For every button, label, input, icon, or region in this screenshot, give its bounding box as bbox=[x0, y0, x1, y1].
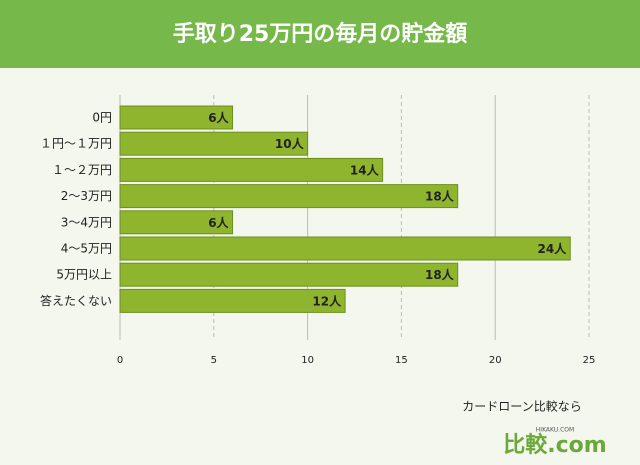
y-tick-label: １円～１万円 bbox=[40, 137, 112, 151]
bar bbox=[119, 288, 346, 313]
value-label: 10人 bbox=[275, 136, 305, 151]
logo-small: HIKAKU.COM bbox=[536, 427, 574, 434]
x-tick-label: 15 bbox=[395, 355, 408, 366]
value-label: 6人 bbox=[208, 215, 229, 230]
value-label: 24人 bbox=[538, 241, 568, 256]
value-label: 12人 bbox=[312, 293, 342, 308]
bar bbox=[119, 262, 459, 287]
x-tick-label: 10 bbox=[301, 355, 314, 366]
bar bbox=[119, 184, 459, 209]
y-tick-label: 答えたくない bbox=[40, 293, 112, 308]
value-label: 14人 bbox=[350, 162, 380, 177]
tagline: カードローン比較なら bbox=[462, 399, 581, 414]
value-label: 18人 bbox=[425, 189, 455, 204]
x-tick-label: 20 bbox=[489, 355, 502, 366]
x-tick-label: 0 bbox=[117, 355, 123, 366]
y-tick-label: 2～3万円 bbox=[61, 189, 112, 203]
y-tick-label: 3～4万円 bbox=[61, 215, 112, 229]
chart-title: 手取り25万円の毎月の貯金額 bbox=[173, 21, 468, 47]
bar bbox=[119, 105, 234, 130]
y-tick-label: 0円 bbox=[92, 111, 112, 125]
title-band bbox=[0, 0, 640, 68]
logo: 比較.com bbox=[503, 432, 606, 458]
value-label: 6人 bbox=[208, 110, 229, 125]
y-tick-label: 5万円以上 bbox=[56, 268, 112, 282]
y-tick-label: １～２万円 bbox=[52, 163, 112, 177]
x-tick-label: 25 bbox=[583, 355, 596, 366]
bar bbox=[119, 131, 309, 156]
y-tick-label: 4～5万円 bbox=[61, 242, 112, 256]
x-tick-label: 5 bbox=[211, 355, 217, 366]
value-label: 18人 bbox=[425, 267, 455, 282]
bar bbox=[119, 236, 571, 261]
bar bbox=[119, 157, 384, 182]
bar bbox=[119, 210, 234, 235]
